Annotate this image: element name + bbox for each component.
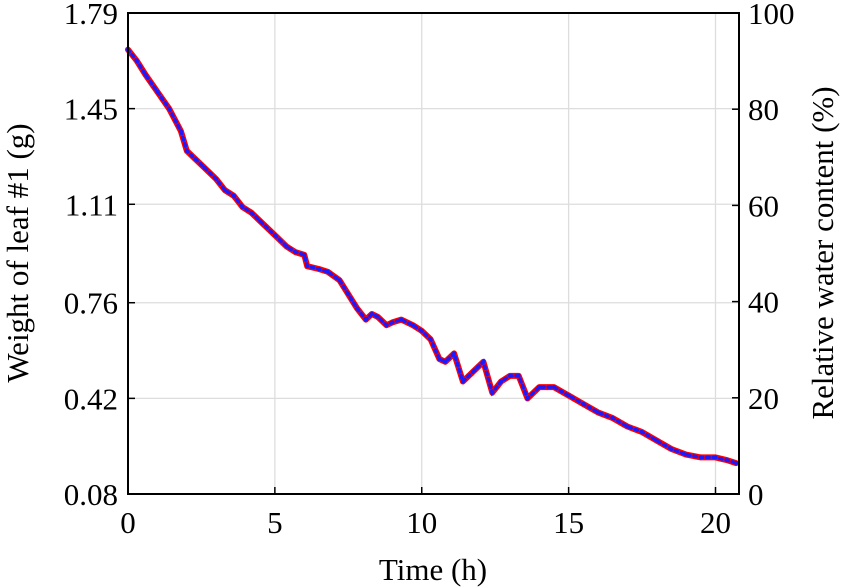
y-left-tick-label: 1.45 — [64, 92, 118, 127]
data-point — [399, 317, 404, 322]
ticks — [127, 12, 739, 495]
y-right-tick-label: 100 — [748, 0, 795, 31]
data-point — [375, 314, 380, 319]
data-point — [369, 311, 374, 316]
data-point — [437, 356, 442, 361]
data-point — [516, 373, 521, 378]
series-line-group — [125, 46, 740, 467]
y-left-tick-label: 0.42 — [64, 381, 118, 416]
data-point — [610, 416, 615, 421]
data-point — [363, 317, 368, 322]
data-point — [346, 292, 351, 297]
data-point — [428, 337, 433, 342]
data-point — [698, 455, 703, 460]
data-point — [240, 205, 245, 210]
y-right-tick-label: 0 — [748, 477, 764, 512]
data-point — [596, 410, 600, 415]
x-tick-label: 15 — [553, 505, 584, 540]
data-point — [481, 359, 486, 364]
data-point — [669, 446, 674, 451]
data-point — [214, 176, 219, 181]
data-point — [460, 379, 465, 384]
data-point — [337, 278, 342, 283]
data-point — [725, 458, 730, 463]
grid — [127, 12, 739, 495]
data-point — [734, 461, 739, 466]
x-tick-label: 20 — [700, 505, 731, 540]
data-point — [684, 452, 689, 457]
data-point — [525, 396, 530, 401]
y-right-tick-label: 40 — [748, 285, 779, 320]
data-point — [178, 129, 183, 134]
y-left-tick-label: 1.11 — [65, 187, 118, 222]
data-point — [490, 390, 495, 395]
x-tick-label: 10 — [406, 505, 437, 540]
data-point — [193, 157, 198, 162]
data-point — [452, 351, 457, 356]
y-right-tick-label: 80 — [748, 92, 779, 127]
data-point — [355, 306, 360, 311]
data-point — [507, 373, 512, 378]
tick-labels: 0 5 10 15 20 0.08 0.42 0.76 1.11 1.45 1.79 0 20 40 60 8… — [64, 0, 795, 540]
y-left-tick-label: 0.76 — [64, 286, 118, 321]
data-point — [167, 106, 172, 111]
data-point — [249, 210, 254, 215]
data-point — [713, 455, 718, 460]
data-point — [231, 193, 236, 198]
data-point — [272, 233, 277, 238]
y-axis-left-label: Weight of leaf #1 (g) — [0, 123, 35, 382]
series-line — [125, 46, 740, 467]
y-right-tick-label: 60 — [748, 188, 779, 223]
data-point — [443, 359, 448, 364]
data-point — [325, 269, 330, 274]
data-point — [305, 264, 310, 269]
data-point — [640, 430, 645, 435]
data-point — [284, 244, 289, 249]
data-point — [184, 148, 189, 153]
data-point — [625, 424, 630, 429]
data-point — [581, 401, 586, 406]
data-point — [316, 266, 321, 271]
data-point — [537, 385, 542, 390]
y-left-tick-label: 1.79 — [64, 0, 118, 31]
data-point — [258, 219, 263, 224]
data-point — [134, 58, 139, 63]
y-left-tick-label: 0.08 — [64, 477, 118, 512]
data-point — [390, 320, 395, 325]
data-point — [551, 385, 556, 390]
data-point — [143, 72, 148, 77]
x-tick-label: 5 — [267, 505, 283, 540]
x-axis-label: Time (h) — [379, 552, 487, 587]
data-point — [222, 188, 227, 193]
y-right-tick-label: 20 — [748, 381, 779, 416]
data-point — [410, 323, 415, 328]
data-point — [419, 328, 424, 333]
plot-frame — [127, 12, 740, 495]
data-point — [155, 89, 160, 94]
data-point — [293, 250, 298, 255]
data-point — [302, 252, 307, 257]
data-point — [472, 368, 477, 373]
series-marker-line — [126, 47, 738, 465]
y-axis-right-label: Relative water content (%) — [805, 86, 840, 419]
data-point — [202, 165, 207, 170]
data-point — [384, 323, 389, 328]
data-point — [566, 393, 571, 398]
x-tick-label: 0 — [120, 505, 136, 540]
data-point — [654, 438, 659, 443]
data-point — [499, 379, 504, 384]
